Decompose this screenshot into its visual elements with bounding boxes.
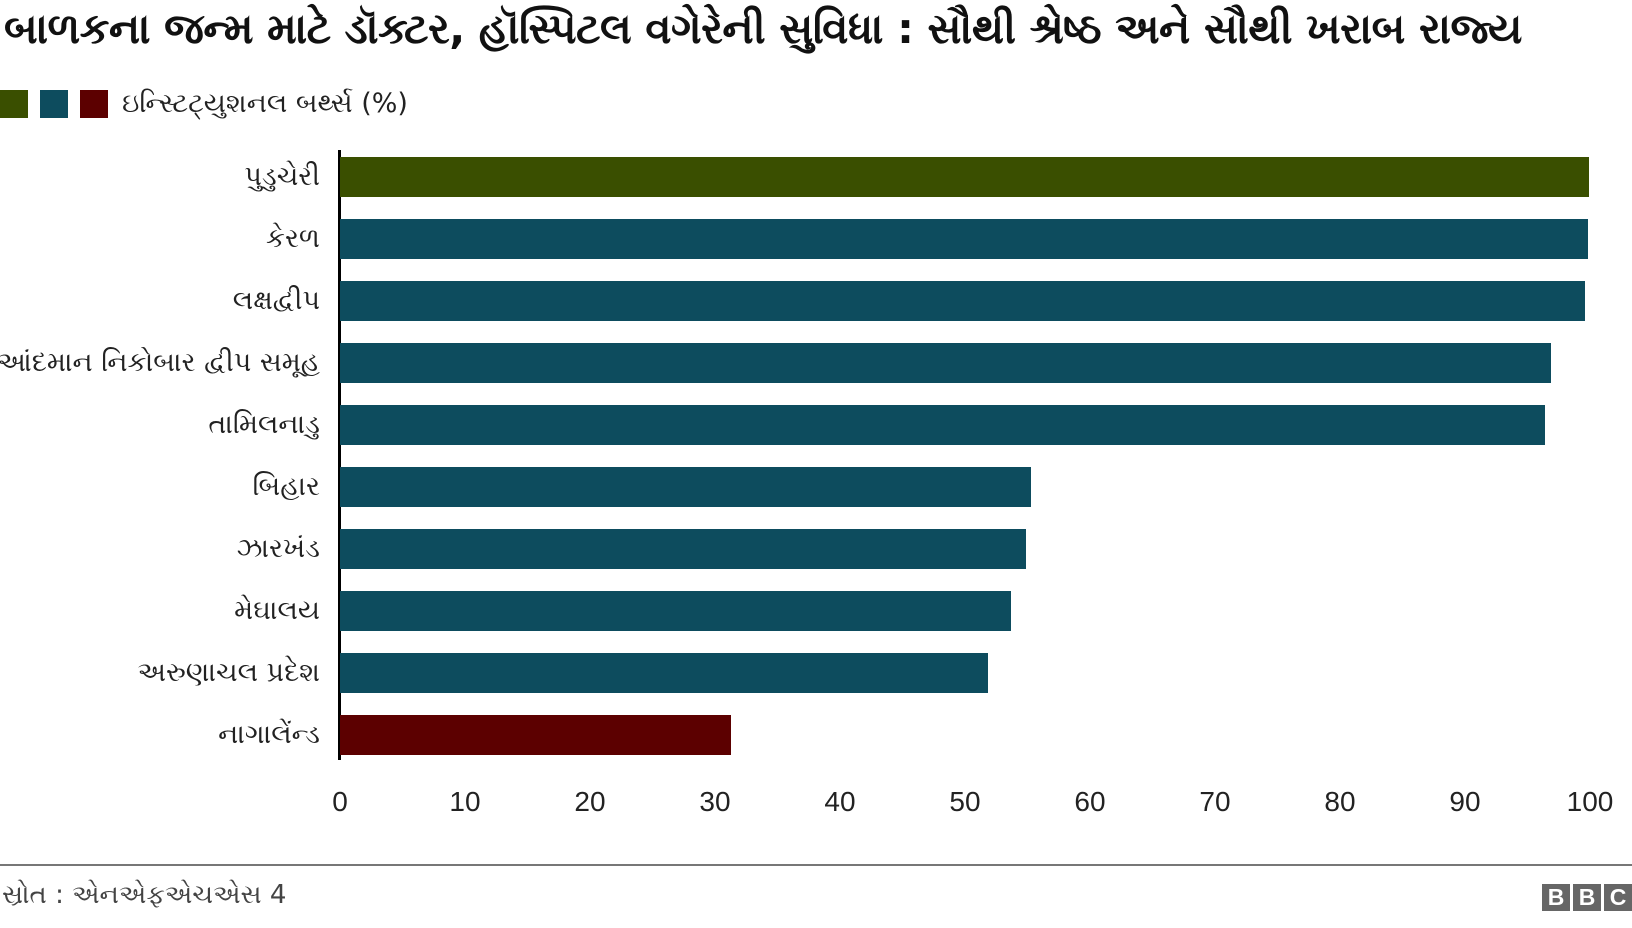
y-axis-line	[338, 150, 341, 760]
category-label: ઝારખંડ	[236, 533, 320, 564]
category-label: તામિલનાડુ	[208, 409, 320, 440]
bar	[340, 715, 732, 755]
legend-label: ઇન્સ્ટિટ્યુશનલ બર્થ્સ (%)	[122, 88, 408, 119]
x-tick-label: 10	[449, 786, 481, 817]
legend-swatch-middle	[40, 90, 68, 118]
bar	[340, 467, 1032, 507]
category-label: આંદમાન નિકોબાર દ્વીપ સમૂહ	[0, 347, 320, 378]
bar	[340, 157, 1589, 197]
category-label: કેરળ	[265, 223, 320, 254]
x-tick-label: 50	[949, 786, 981, 817]
bbc-logo: B B C	[1542, 884, 1632, 911]
source-note: સ્રોત : એનએફએચએસ 4	[2, 880, 287, 910]
bar	[340, 219, 1588, 259]
x-tick-label: 30	[699, 786, 731, 817]
x-tick-label: 80	[1324, 786, 1356, 817]
bar	[340, 405, 1545, 445]
bar	[340, 591, 1012, 631]
chart-title: બાળકના જન્મ માટે ડૉક્ટર, હૉસ્પિટલ વગેરેન…	[4, 4, 1522, 53]
x-tick-label: 100	[1566, 786, 1614, 817]
x-tick-label: 20	[574, 786, 606, 817]
category-label: અરુણાચલ પ્રદેશ	[137, 657, 320, 688]
category-label: બિહાર	[252, 471, 320, 502]
bbc-logo-letter: C	[1604, 884, 1632, 911]
x-tick-label: 40	[824, 786, 856, 817]
x-tick-label: 60	[1074, 786, 1106, 817]
bar	[340, 529, 1027, 569]
x-tick-label: 90	[1449, 786, 1481, 817]
bar	[340, 343, 1552, 383]
bar-chart: પુડુચેરી કેરળ લક્ષદ્વીપ આંદમાન નિકોબાર દ્વી…	[0, 150, 1614, 817]
bar	[340, 653, 988, 693]
category-label: મેઘાલય	[234, 595, 320, 626]
bbc-logo-letter: B	[1573, 884, 1601, 911]
legend-swatch-best	[0, 90, 28, 118]
x-tick-label: 70	[1199, 786, 1231, 817]
legend: ઇન્સ્ટિટ્યુશનલ બર્થ્સ (%)	[0, 88, 408, 119]
footer-divider	[0, 864, 1632, 866]
bar	[340, 281, 1585, 321]
category-label: લક્ષદ્વીપ	[232, 285, 320, 316]
bbc-logo-letter: B	[1542, 884, 1570, 911]
legend-swatch-worst	[80, 90, 108, 118]
category-label: પુડુચેરી	[244, 161, 320, 192]
category-label: નાગાલેંન્ડ	[218, 719, 320, 750]
x-tick-label: 0	[332, 786, 348, 817]
